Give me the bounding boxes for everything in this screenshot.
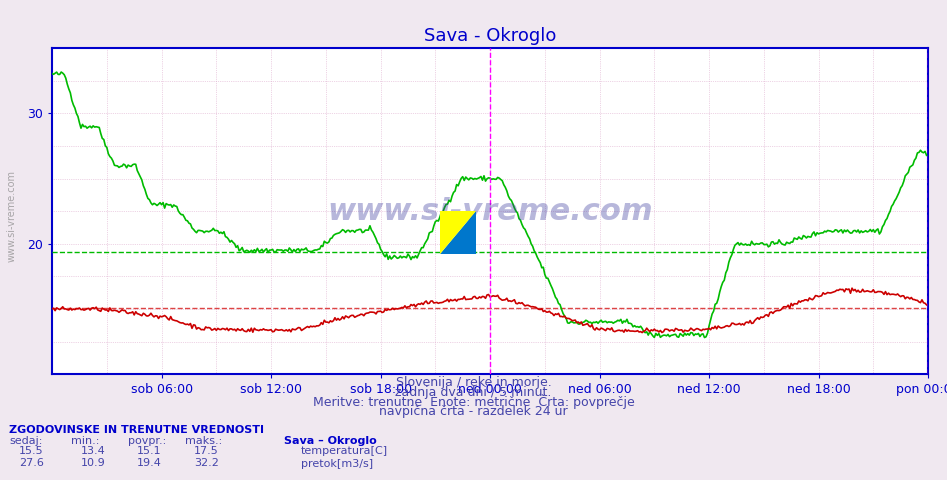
Text: povpr.:: povpr.: (128, 436, 166, 446)
Text: 15.1: 15.1 (137, 445, 162, 456)
Text: 19.4: 19.4 (137, 457, 162, 468)
Text: Sava – Okroglo: Sava – Okroglo (284, 436, 377, 446)
Text: min.:: min.: (71, 436, 99, 446)
Text: sedaj:: sedaj: (9, 436, 43, 446)
Title: Sava - Okroglo: Sava - Okroglo (424, 27, 556, 45)
Text: 10.9: 10.9 (80, 457, 105, 468)
Text: zadnja dva dni / 5 minut.: zadnja dva dni / 5 minut. (395, 386, 552, 399)
Text: 13.4: 13.4 (80, 445, 105, 456)
Text: ZGODOVINSKE IN TRENUTNE VREDNOSTI: ZGODOVINSKE IN TRENUTNE VREDNOSTI (9, 425, 264, 435)
Text: 27.6: 27.6 (19, 457, 44, 468)
Text: pretok[m3/s]: pretok[m3/s] (301, 458, 373, 468)
Text: temperatura[C]: temperatura[C] (301, 445, 388, 456)
Polygon shape (440, 211, 476, 254)
Text: www.si-vreme.com: www.si-vreme.com (7, 170, 16, 262)
Polygon shape (440, 211, 476, 254)
Text: navpična črta - razdelek 24 ur: navpična črta - razdelek 24 ur (379, 405, 568, 418)
Text: www.si-vreme.com: www.si-vreme.com (328, 197, 652, 226)
Text: Slovenija / reke in morje.: Slovenija / reke in morje. (396, 376, 551, 389)
Text: 17.5: 17.5 (194, 445, 219, 456)
Text: Meritve: trenutne  Enote: metrične  Črta: povprečje: Meritve: trenutne Enote: metrične Črta: … (313, 394, 634, 408)
Text: maks.:: maks.: (185, 436, 222, 446)
Text: 32.2: 32.2 (194, 457, 219, 468)
Text: 15.5: 15.5 (19, 445, 44, 456)
